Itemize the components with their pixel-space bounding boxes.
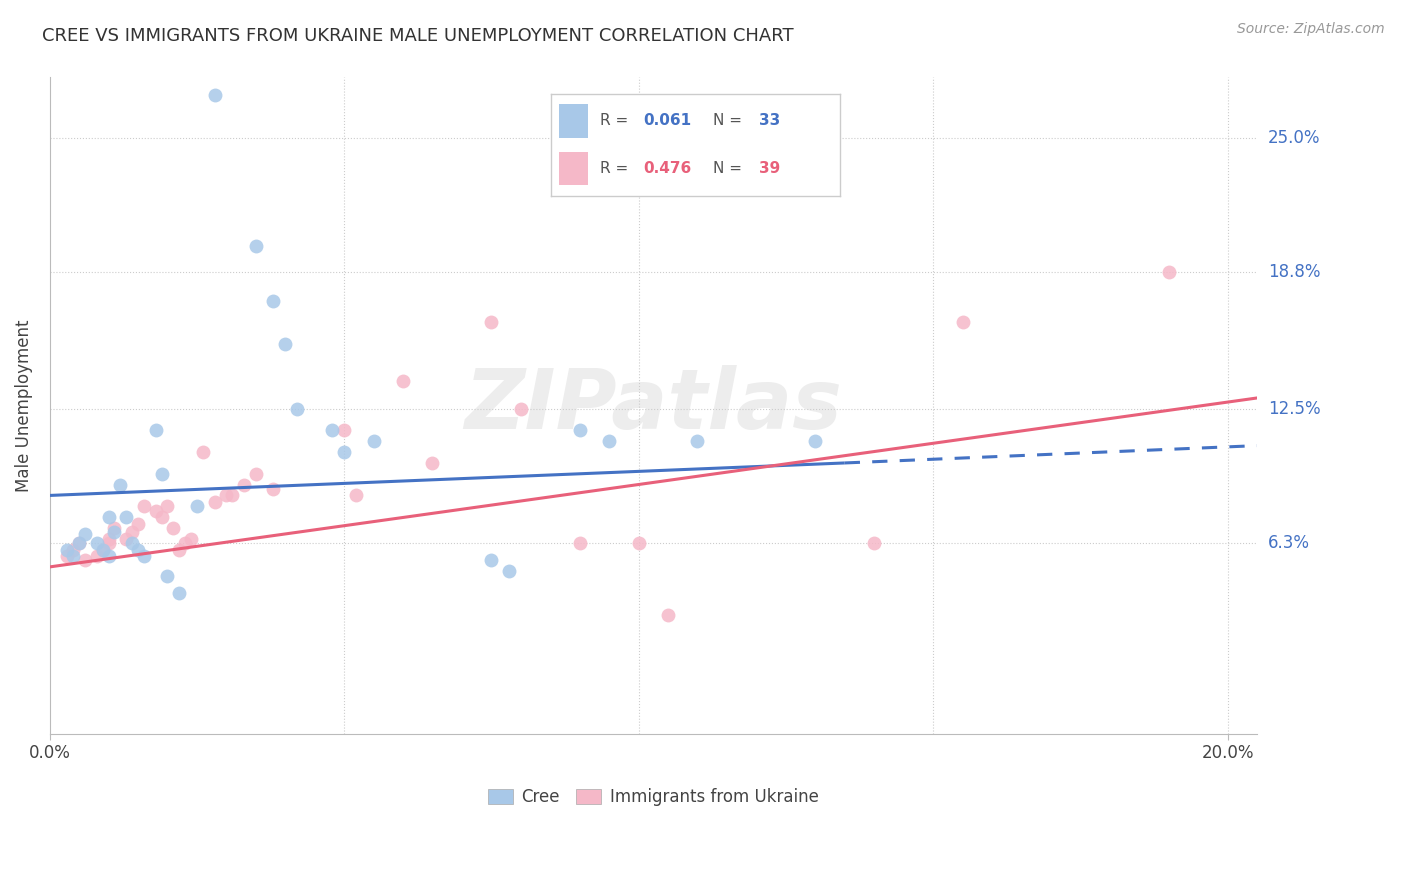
Text: Source: ZipAtlas.com: Source: ZipAtlas.com [1237, 22, 1385, 37]
Point [150, 510, 173, 524]
Point [186, 500, 208, 514]
Point [127, 542, 149, 557]
Point [233, 477, 256, 491]
Point [686, 434, 709, 449]
Point [174, 536, 197, 550]
Point [132, 500, 155, 514]
Point [657, 607, 679, 622]
Y-axis label: Male Unemployment: Male Unemployment [15, 319, 32, 491]
Point [150, 467, 173, 481]
Point [262, 293, 284, 308]
Point [804, 434, 827, 449]
Text: 12.5%: 12.5% [1268, 400, 1320, 417]
Point [568, 424, 591, 438]
Point [204, 495, 226, 509]
Point [67, 536, 90, 550]
Point [363, 434, 385, 449]
Point [115, 532, 138, 546]
Point [156, 568, 179, 582]
Point [62, 542, 84, 557]
Point [97, 532, 120, 546]
Point [479, 553, 502, 567]
Point [86, 536, 108, 550]
Point [156, 500, 179, 514]
Point [245, 239, 267, 253]
Point [344, 488, 367, 502]
Text: 6.3%: 6.3% [1268, 534, 1310, 552]
Point [333, 424, 356, 438]
Point [863, 536, 886, 550]
Point [204, 87, 226, 102]
Text: 25.0%: 25.0% [1268, 129, 1320, 147]
Point [73, 553, 96, 567]
Point [167, 586, 190, 600]
Point [392, 374, 415, 388]
Point [1157, 265, 1180, 279]
Point [333, 445, 356, 459]
Point [103, 521, 125, 535]
Point [598, 434, 620, 449]
Point [509, 401, 531, 416]
Point [121, 536, 143, 550]
Point [274, 336, 297, 351]
Point [121, 525, 143, 540]
Point [422, 456, 444, 470]
Point [145, 424, 167, 438]
Point [245, 467, 267, 481]
Point [568, 536, 591, 550]
Point [56, 549, 79, 563]
Point [627, 536, 650, 550]
Point [215, 488, 238, 502]
Point [67, 536, 90, 550]
Point [97, 549, 120, 563]
Point [498, 564, 520, 578]
Point [221, 488, 243, 502]
Point [180, 532, 202, 546]
Point [86, 549, 108, 563]
Point [103, 525, 125, 540]
Point [262, 482, 284, 496]
Point [321, 424, 343, 438]
Point [952, 315, 974, 329]
Point [191, 445, 214, 459]
Text: CREE VS IMMIGRANTS FROM UKRAINE MALE UNEMPLOYMENT CORRELATION CHART: CREE VS IMMIGRANTS FROM UKRAINE MALE UNE… [42, 27, 794, 45]
Point [97, 510, 120, 524]
Legend: Cree, Immigrants from Ukraine: Cree, Immigrants from Ukraine [481, 781, 825, 813]
Point [56, 542, 79, 557]
Text: 18.8%: 18.8% [1268, 263, 1320, 281]
Point [115, 510, 138, 524]
Point [97, 536, 120, 550]
Point [167, 542, 190, 557]
Point [162, 521, 184, 535]
Point [110, 477, 132, 491]
Point [62, 549, 84, 563]
Point [145, 503, 167, 517]
Point [132, 549, 155, 563]
Point [479, 315, 502, 329]
Point [127, 516, 149, 531]
Point [73, 527, 96, 541]
Text: ZIPatlas: ZIPatlas [464, 365, 842, 446]
Point [285, 401, 308, 416]
Point [91, 542, 114, 557]
Point [91, 542, 114, 557]
